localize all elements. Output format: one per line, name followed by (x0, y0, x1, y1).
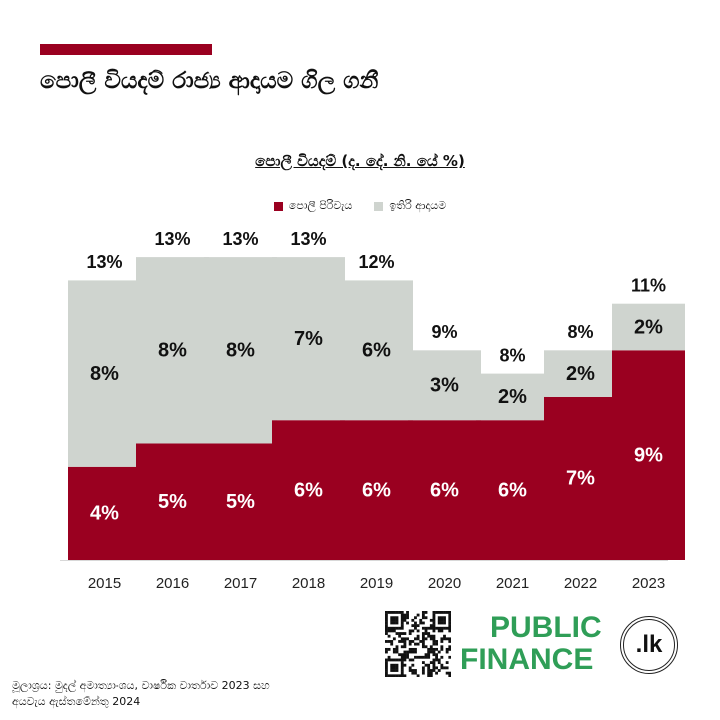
bar-label-interest-2019: 6% (362, 479, 391, 501)
x-tick-2018: 2018 (292, 575, 325, 592)
bar-label-other-2017: 8% (226, 340, 255, 362)
bar-interest-2021 (476, 420, 549, 560)
logo-wordmark: PUBLIC FINANCE (460, 612, 602, 676)
x-tick-2021: 2021 (496, 575, 529, 592)
bar-label-other-2015: 8% (90, 363, 119, 385)
bar-other-2021 (476, 373, 549, 421)
bar-other-2019 (340, 280, 413, 421)
legend-label-other: ඉතිරි ආදායම (389, 199, 447, 212)
bar-label-interest-2022: 7% (566, 468, 595, 490)
total-label-2019: 12% (358, 252, 394, 272)
bar-interest-2022 (544, 396, 617, 560)
logo-seal: .lk (620, 616, 678, 674)
bar-other-2015 (68, 280, 141, 467)
bar-interest-2020 (408, 420, 481, 560)
x-tick-2015: 2015 (88, 575, 121, 592)
total-label-2017: 13% (222, 229, 258, 249)
x-tick-2022: 2022 (564, 575, 597, 592)
legend-label-interest: පොලී පිරිවැය (288, 199, 353, 212)
bar-label-interest-2015: 4% (90, 503, 119, 525)
total-label-2023: 11% (631, 275, 666, 295)
bar-interest-2017 (204, 443, 277, 560)
source-line2: අයවැය ඇස්තමේන්තු 2024 (12, 695, 141, 708)
total-label-2020: 9% (431, 322, 457, 342)
bar-interest-2015 (68, 466, 141, 560)
legend-swatch-interest (273, 201, 283, 211)
public-finance-logo: PUBLIC FINANCE .lk (460, 612, 685, 684)
total-label-2016: 13% (154, 229, 190, 249)
bar-other-2023 (612, 303, 685, 351)
bar-label-interest-2017: 5% (226, 491, 255, 513)
bar-label-interest-2021: 6% (498, 479, 527, 501)
bar-interest-2023 (612, 350, 685, 560)
bar-other-2016 (136, 257, 209, 444)
total-label-2021: 8% (499, 345, 525, 365)
bar-other-2018 (272, 257, 345, 421)
source-note: මූලාශ්‍රය: මුදල් අමාත්‍යාංශය, වාර්ෂික වා… (12, 678, 332, 710)
bar-interest-2019 (340, 420, 413, 560)
logo-line1: PUBLIC (490, 611, 602, 644)
bar-label-interest-2016: 5% (158, 491, 187, 513)
bar-interest-2016 (136, 443, 209, 560)
source-line1: මූලාශ්‍රය: මුදල් අමාත්‍යාංශය, වාර්ෂික වා… (12, 679, 270, 692)
logo-line2: FINANCE (460, 643, 594, 676)
page-title: පොලී වියදම් රාජ්‍ය ආදායම ගිල ගනී (40, 68, 379, 94)
bar-label-interest-2020: 6% (430, 479, 459, 501)
bar-label-other-2018: 7% (294, 328, 323, 350)
accent-bar (40, 44, 212, 55)
chart-legend: පොලී පිරිවැය ඉතිරි ආදායම (0, 199, 720, 213)
x-tick-2019: 2019 (360, 575, 393, 592)
bar-other-2022 (544, 350, 617, 397)
legend-swatch-other (374, 201, 384, 211)
legend-item-interest: පොලී පිරිවැය (273, 199, 353, 213)
bar-label-other-2023: 2% (634, 316, 663, 338)
qr-code (385, 611, 452, 678)
bar-other-2020 (408, 350, 481, 421)
chart-title: පොලී වියදම් (ද. දේ. නි. යේ %) (255, 152, 465, 170)
x-tick-2020: 2020 (428, 575, 461, 592)
total-label-2018: 13% (290, 229, 326, 249)
bar-other-2017 (204, 257, 277, 444)
x-tick-2023: 2023 (632, 575, 665, 592)
bar-interest-2018 (272, 420, 345, 560)
bar-label-other-2021: 2% (498, 386, 527, 408)
bar-label-other-2022: 2% (566, 363, 595, 385)
total-label-2015: 13% (86, 252, 122, 272)
total-label-2022: 8% (567, 322, 593, 342)
legend-item-other: ඉතිරි ආදායම (374, 199, 446, 213)
bar-label-interest-2018: 6% (294, 479, 323, 501)
x-tick-2016: 2016 (156, 575, 189, 592)
bar-label-interest-2023: 9% (634, 444, 663, 466)
x-tick-2017: 2017 (224, 575, 257, 592)
bar-label-other-2016: 8% (158, 340, 187, 362)
bar-label-other-2019: 6% (362, 340, 391, 362)
bar-label-other-2020: 3% (430, 375, 459, 397)
